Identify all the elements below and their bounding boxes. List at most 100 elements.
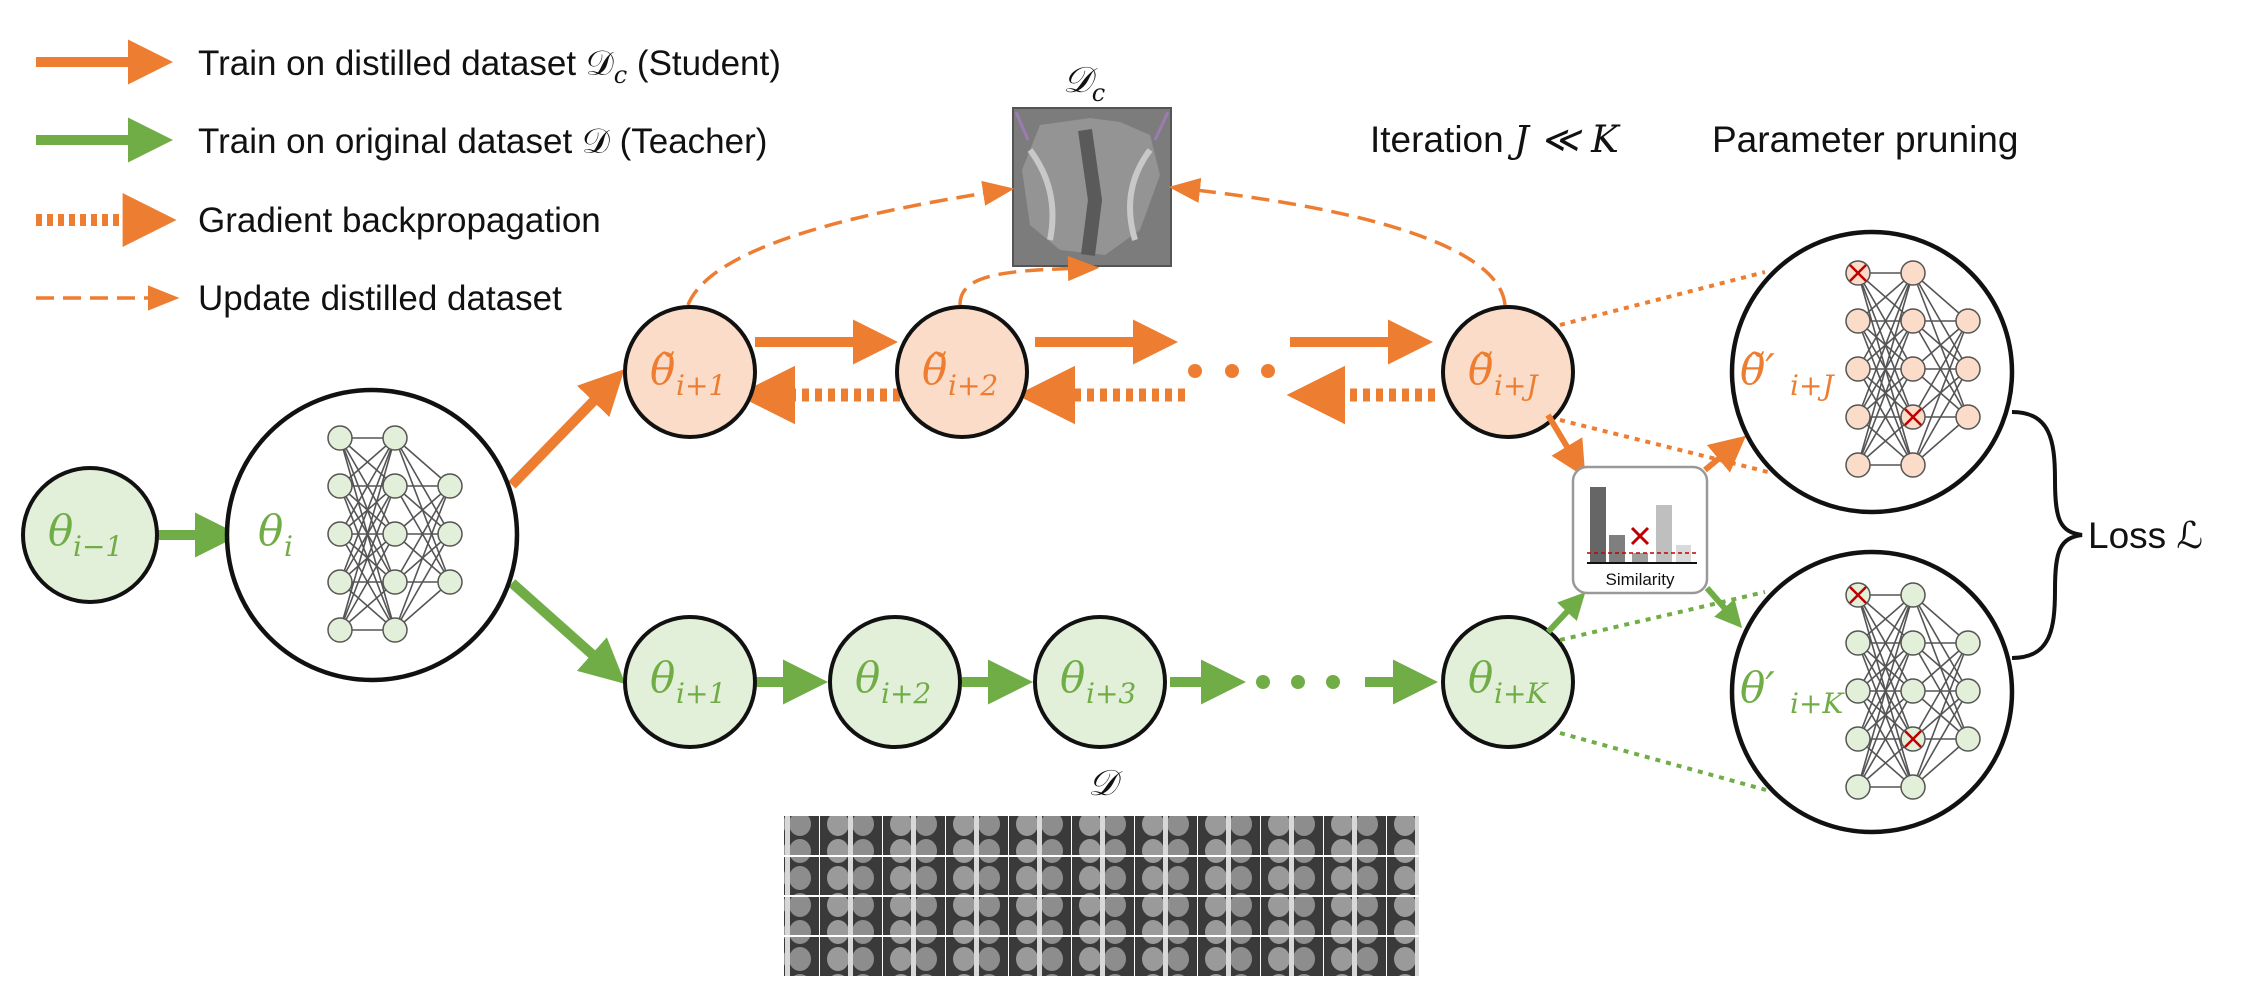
original-dataset: 𝒟: [784, 763, 1419, 976]
net-neuron: [1955, 630, 1981, 656]
student-forward-arrows: [508, 319, 1433, 489]
prune-mark-icon: [1630, 526, 1650, 546]
original-dataset-label: 𝒟: [1088, 763, 1123, 804]
svg-text:θ̃: θ̃: [650, 345, 675, 394]
svg-text:i+K: i+K: [1790, 687, 1845, 720]
net-neuron: [437, 473, 463, 499]
net-neuron: [1845, 726, 1871, 752]
net-neuron: [1845, 356, 1871, 382]
node-teacher-3: θ i+3: [1033, 615, 1167, 749]
similarity-box: Similarity: [1545, 413, 1747, 635]
distilled-dataset-label: 𝒟c: [1063, 60, 1105, 107]
distilled-dataset: 𝒟c: [1012, 60, 1172, 267]
update-arc-mid: [958, 255, 1100, 306]
pruned-net-icon-student: [1845, 260, 1981, 478]
legend-label-update: Update distilled dataset: [198, 279, 562, 318]
prune-mark-icon: [1904, 408, 1922, 426]
node-theta-prev: θ i−1: [21, 466, 159, 604]
node-student-J: θ̃ i+J: [1441, 305, 1575, 439]
net-neuron: [1900, 582, 1926, 608]
projection-lines: [1559, 270, 1769, 792]
prune-mark-icon: [1849, 586, 1867, 604]
svg-text:i+2: i+2: [948, 369, 998, 402]
pruning-label: Parameter pruning: [1712, 119, 2018, 160]
node-student-1: θ̃ i+1: [623, 305, 757, 439]
net-neuron: [1955, 308, 1981, 334]
iteration-label: Iteration J ≪ K: [1370, 118, 1621, 161]
net-neuron: [1845, 774, 1871, 800]
legend-label-student: Train on distilled dataset 𝒟c (Student): [198, 44, 781, 89]
svg-text:θ: θ: [258, 506, 283, 555]
net-neuron: [1955, 726, 1981, 752]
net-neuron: [327, 569, 353, 595]
legend-label-backprop: Gradient backpropagation: [198, 201, 601, 240]
svg-text:θ: θ: [855, 653, 880, 702]
net-neuron: [437, 569, 463, 595]
net-neuron: [327, 521, 353, 547]
loss-label: Loss ℒ: [2088, 515, 2203, 556]
node-teacher-1: θ i+1: [623, 615, 757, 749]
net-neuron: [437, 521, 463, 547]
net-neuron: [382, 473, 408, 499]
net-neuron: [382, 617, 408, 643]
net-neuron: [1845, 404, 1871, 430]
prune-mark-icon: [1904, 730, 1922, 748]
svg-text:i: i: [284, 530, 293, 563]
net-neuron: [1900, 452, 1926, 478]
update-arc-left: [686, 180, 1015, 306]
net-neuron: [382, 569, 408, 595]
net-neuron: [1900, 356, 1926, 382]
net-neuron: [382, 521, 408, 547]
net-neuron: [1900, 774, 1926, 800]
net-neuron: [327, 473, 353, 499]
svg-text:θ: θ: [1060, 653, 1085, 702]
net-neuron: [1955, 356, 1981, 382]
svg-text:i−1: i−1: [73, 530, 123, 563]
svg-text:θ: θ: [48, 506, 73, 555]
pruned-net-icon-teacher: [1845, 582, 1981, 800]
svg-text:i+2: i+2: [881, 677, 931, 710]
net-neuron: [1845, 630, 1871, 656]
node-teacher-K: θ i+K: [1441, 615, 1575, 749]
svg-text:θ̃: θ̃: [1468, 345, 1493, 394]
update-arc-right: [1168, 177, 1507, 306]
node-student-2: θ̃ i+2: [895, 305, 1029, 439]
legend-label-teacher: Train on original dataset 𝒟 (Teacher): [198, 122, 767, 161]
net-neuron: [1845, 678, 1871, 704]
net-neuron: [1900, 308, 1926, 334]
neural-net-icon: [327, 425, 463, 643]
net-neuron: [1955, 678, 1981, 704]
prune-mark-icon: [1849, 264, 1867, 282]
svg-text:i+K: i+K: [1494, 677, 1549, 710]
net-neuron: [1900, 260, 1926, 286]
net-neuron: [1955, 404, 1981, 430]
teacher-arrows: [155, 512, 1438, 705]
node-teacher-2: θ i+2: [828, 615, 962, 749]
update-arrows: [686, 177, 1507, 306]
net-neuron: [1900, 678, 1926, 704]
pruned-student-net: θ̃′ i+J: [1729, 229, 2015, 515]
arrow-theta-i-to-student1: [508, 369, 625, 489]
pruned-teacher-net: θ′ i+K: [1729, 549, 2015, 835]
loss-brace: Loss ℒ: [2011, 410, 2203, 660]
svg-text:θ̃: θ̃: [922, 345, 947, 394]
net-neuron: [382, 425, 408, 451]
similarity-bar-chart-icon: [1587, 487, 1697, 564]
node-theta-i: θ i: [224, 387, 520, 683]
legend: Train on distilled dataset 𝒟c (Student) …: [36, 39, 781, 318]
svg-text:i+1: i+1: [676, 369, 726, 402]
svg-text:i+J: i+J: [1790, 369, 1835, 402]
svg-text:i+1: i+1: [676, 677, 726, 710]
svg-text:i+3: i+3: [1086, 677, 1136, 710]
net-neuron: [327, 617, 353, 643]
svg-text:θ: θ: [1468, 653, 1493, 702]
net-neuron: [1900, 630, 1926, 656]
net-neuron: [1845, 452, 1871, 478]
svg-text:θ̃′: θ̃′: [1740, 345, 1775, 394]
svg-text:i+J: i+J: [1494, 369, 1539, 402]
similarity-label: Similarity: [1606, 570, 1675, 589]
net-neuron: [1845, 308, 1871, 334]
net-neuron: [327, 425, 353, 451]
svg-text:θ′: θ′: [1740, 663, 1775, 712]
